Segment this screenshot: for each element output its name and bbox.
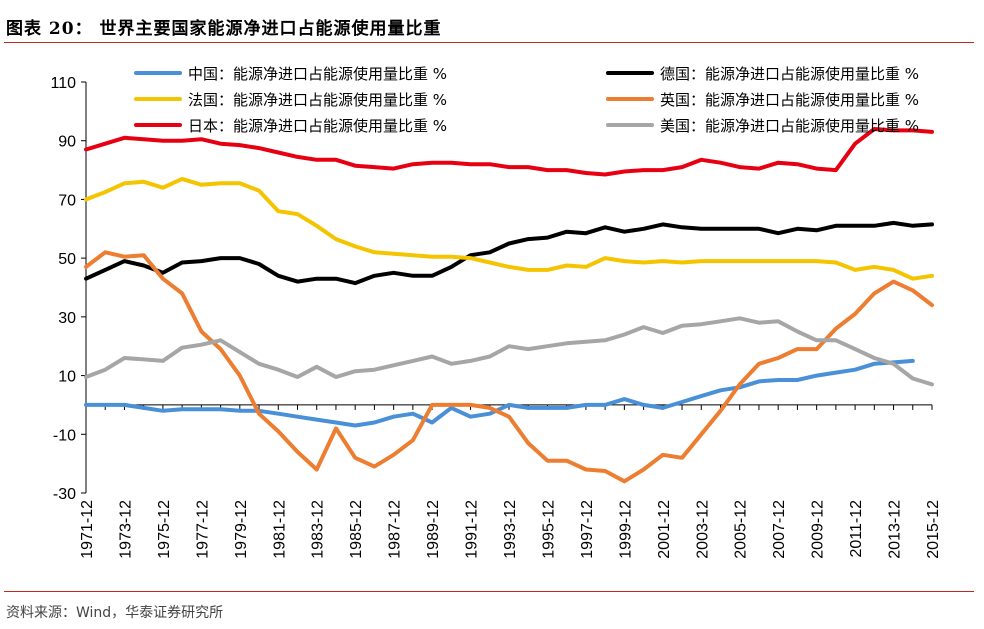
series-line-4 (84, 127, 934, 177)
x-tick-label: 1975-12 (156, 500, 173, 559)
series-line-2 (84, 176, 934, 281)
y-tick-label: 10 (58, 369, 76, 386)
series-lines (84, 127, 934, 484)
x-tick-label: 1985-12 (348, 500, 365, 559)
x-tick-label: 1971-12 (79, 500, 96, 559)
top-divider (4, 42, 974, 43)
x-tick-label: 2003-12 (694, 500, 711, 559)
x-axis-ticks: 1971-12 1973-12 1975-12 1977-12 1979-12 1981-… (79, 404, 942, 559)
legend-label: 中国：能源净进口占能源使用量比重 % (188, 65, 447, 83)
x-tick-label: 2015-12 (925, 500, 942, 559)
bottom-divider (4, 591, 974, 592)
y-tick-label: -10 (53, 427, 76, 444)
series-line-0 (84, 358, 915, 428)
x-tick-label: 1981-12 (271, 500, 288, 559)
x-tick-label: 1995-12 (540, 500, 557, 559)
y-tick-label: 50 (58, 251, 76, 268)
chart-legend: 中国：能源净进口占能源使用量比重 % 德国：能源净进口占能源使用量比重 % 法国：能… (134, 65, 919, 135)
legend-label: 美国：能源净进口占能源使用量比重 % (660, 117, 919, 135)
x-tick-label: 1983-12 (310, 500, 327, 559)
x-tick-label: 1993-12 (502, 500, 519, 559)
x-tick-label: 2005-12 (733, 500, 750, 559)
x-tick-label: 1973-12 (117, 500, 134, 559)
x-tick-label: 1989-12 (425, 500, 442, 559)
x-tick-label: 2007-12 (771, 500, 788, 559)
series-line-3 (84, 250, 934, 484)
legend-label: 日本：能源净进口占能源使用量比重 % (188, 117, 447, 135)
x-tick-label: 1987-12 (387, 500, 404, 559)
line-chart: -30 -10 10 30 50 70 90 110 1971-12 1973-12 1975-1… (50, 65, 942, 559)
source-note: 资料来源：Wind，华泰证券研究所 (6, 605, 224, 621)
x-tick-label: 2013-12 (887, 500, 904, 559)
series-line-1 (84, 220, 934, 286)
x-tick-label: 1999-12 (617, 500, 634, 559)
x-tick-label: 1997-12 (579, 500, 596, 559)
y-tick-label: 110 (50, 75, 76, 92)
series-line-5 (84, 316, 934, 387)
x-tick-label: 2001-12 (656, 500, 673, 559)
x-tick-label: 1979-12 (233, 500, 250, 559)
x-tick-label: 1991-12 (464, 500, 481, 559)
y-tick-label: 70 (58, 192, 76, 209)
legend-label: 英国：能源净进口占能源使用量比重 % (660, 91, 919, 109)
x-tick-label: 1977-12 (194, 500, 211, 559)
legend-label: 法国：能源净进口占能源使用量比重 % (188, 91, 447, 109)
x-tick-label: 2009-12 (810, 500, 827, 559)
y-tick-label: -30 (53, 486, 76, 503)
chart-title: 图表 20： 世界主要国家能源净进口占能源使用量比重 (6, 19, 442, 39)
x-tick-label: 2011-12 (848, 500, 865, 558)
y-tick-label: 90 (58, 134, 76, 151)
legend-label: 德国：能源净进口占能源使用量比重 % (660, 65, 919, 83)
y-tick-label: 30 (58, 310, 76, 327)
